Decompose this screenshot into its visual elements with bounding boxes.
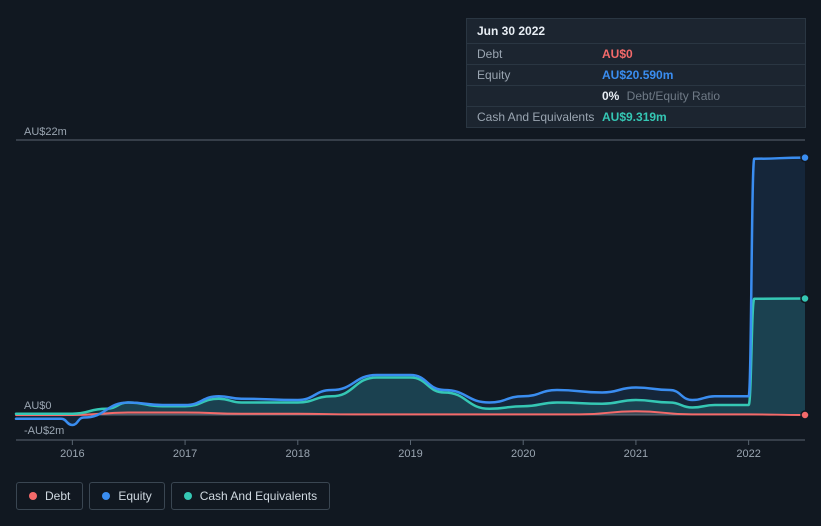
x-axis-tick-label: 2016 <box>60 448 84 460</box>
legend-item-debt[interactable]: Debt <box>16 482 83 510</box>
x-axis-tick-label: 2019 <box>398 448 422 460</box>
x-axis-labels: 2016 2017 2018 2019 2020 2021 2022 <box>16 448 805 468</box>
tooltip-row: DebtAU$0 <box>467 44 805 65</box>
chart-legend: Debt Equity Cash And Equivalents <box>16 482 330 510</box>
chart-tooltip: Jun 30 2022 DebtAU$0EquityAU$20.590m0% D… <box>466 18 806 128</box>
x-axis-tick-label: 2021 <box>624 448 648 460</box>
legend-label: Cash And Equivalents <box>200 489 317 503</box>
legend-item-cash-and-equivalents[interactable]: Cash And Equivalents <box>171 482 330 510</box>
tooltip-row-label <box>477 90 602 102</box>
legend-label: Debt <box>45 489 70 503</box>
x-axis-tick-label: 2020 <box>511 448 535 460</box>
tooltip-row: EquityAU$20.590m <box>467 65 805 86</box>
end-dot-cash <box>801 295 809 303</box>
tooltip-row-label: Debt <box>477 48 602 60</box>
tooltip-date: Jun 30 2022 <box>467 19 805 44</box>
end-dot-debt <box>801 411 809 419</box>
tooltip-row-value: 0% Debt/Equity Ratio <box>602 90 720 102</box>
tooltip-row-sublabel: Debt/Equity Ratio <box>623 89 720 103</box>
chart-svg <box>16 140 805 440</box>
tooltip-row-label: Equity <box>477 69 602 81</box>
tooltip-row-value: AU$0 <box>602 48 633 60</box>
x-axis-tick-label: 2017 <box>173 448 197 460</box>
tooltip-row: 0% Debt/Equity Ratio <box>467 86 805 107</box>
legend-dot-icon <box>184 492 192 500</box>
area-equity <box>16 158 805 425</box>
chart-area[interactable] <box>16 120 805 460</box>
x-axis-tick-label: 2018 <box>286 448 310 460</box>
x-axis-tick-label: 2022 <box>736 448 760 460</box>
legend-dot-icon <box>102 492 110 500</box>
legend-item-equity[interactable]: Equity <box>89 482 164 510</box>
legend-dot-icon <box>29 492 37 500</box>
end-dot-equity <box>801 154 809 162</box>
tooltip-row-value: AU$20.590m <box>602 69 673 81</box>
legend-label: Equity <box>118 489 151 503</box>
